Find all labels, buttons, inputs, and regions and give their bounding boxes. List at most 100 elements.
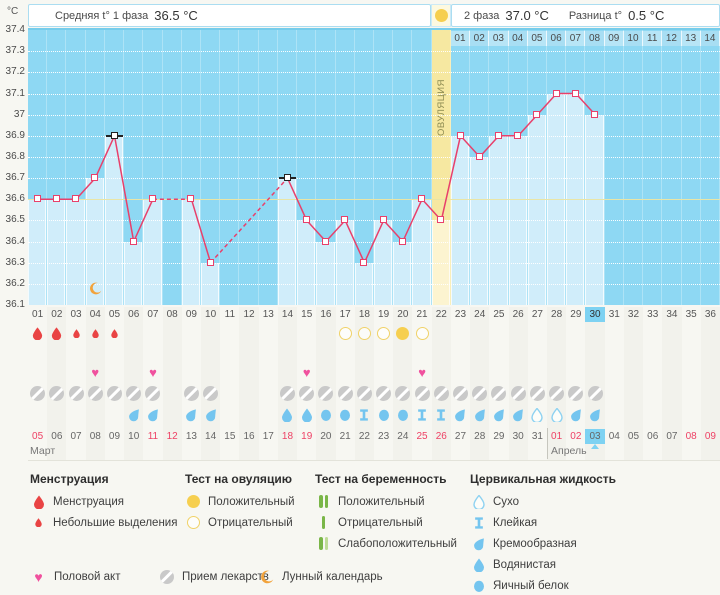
cycle-day-number[interactable]: 30	[585, 307, 605, 322]
calendar-date[interactable]: 28	[474, 431, 486, 442]
cycle-day-number[interactable]: 18	[358, 309, 370, 320]
day-column[interactable]	[28, 30, 48, 305]
day-column[interactable]	[547, 30, 567, 305]
day-column[interactable]	[143, 30, 163, 305]
cycle-day-number[interactable]: 20	[397, 309, 409, 320]
day-column[interactable]	[527, 30, 547, 305]
cycle-day-number[interactable]: 25	[493, 309, 505, 320]
calendar-date[interactable]: 13	[185, 431, 197, 442]
day-column[interactable]	[701, 30, 720, 305]
cycle-day-number[interactable]: 16	[320, 309, 332, 320]
day-column[interactable]	[297, 30, 317, 305]
cycle-day-number[interactable]: 15	[301, 309, 313, 320]
cycle-day-number[interactable]: 23	[454, 309, 467, 320]
calendar-date[interactable]: 04	[608, 431, 620, 442]
calendar-date[interactable]: 16	[243, 431, 255, 442]
day-column[interactable]	[259, 30, 278, 305]
day-column[interactable]	[181, 30, 201, 305]
calendar-date[interactable]: 05	[32, 431, 44, 442]
cycle-day-number[interactable]: 33	[647, 309, 659, 320]
day-column[interactable]	[624, 30, 644, 305]
calendar-date[interactable]: 29	[493, 431, 505, 442]
day-column[interactable]	[508, 30, 528, 305]
cycle-day-number[interactable]: 02	[51, 309, 63, 320]
calendar-date[interactable]: 14	[205, 431, 217, 442]
cycle-day-number[interactable]: 27	[531, 309, 543, 320]
cycle-day-number[interactable]: 13	[262, 309, 274, 320]
calendar-date[interactable]: 30	[512, 431, 524, 442]
cycle-day-number[interactable]: 32	[627, 309, 640, 320]
cycle-day-number[interactable]: 08	[166, 309, 178, 320]
calendar-date[interactable]: 25	[416, 431, 428, 442]
cycle-day-number[interactable]: 12	[243, 309, 255, 320]
cycle-day-number[interactable]: 34	[666, 309, 678, 320]
calendar-date[interactable]: 24	[397, 431, 409, 442]
day-column[interactable]	[316, 30, 336, 305]
calendar-date[interactable]: 15	[224, 431, 236, 442]
calendar-date[interactable]: 10	[128, 431, 140, 442]
calendar-date[interactable]: 06	[647, 431, 659, 442]
cycle-day-number[interactable]: 05	[108, 309, 121, 320]
calendar-date[interactable]: 18	[281, 431, 294, 442]
day-column[interactable]	[374, 30, 394, 305]
day-column[interactable]	[47, 30, 67, 305]
day-column[interactable]	[277, 30, 298, 305]
calendar-date[interactable]: 27	[454, 431, 467, 442]
day-column[interactable]	[85, 30, 105, 305]
calendar-date[interactable]: 07	[70, 431, 82, 442]
cycle-day-number[interactable]: 22	[435, 309, 447, 320]
cycle-day-number[interactable]: 09	[185, 309, 197, 320]
cycle-day-number[interactable]: 10	[205, 309, 217, 320]
cycle-day-number[interactable]: 06	[128, 309, 140, 320]
day-column[interactable]	[104, 30, 125, 305]
day-column[interactable]	[605, 30, 624, 305]
day-column[interactable]	[335, 30, 355, 305]
day-column[interactable]	[682, 30, 701, 305]
day-column[interactable]	[412, 30, 432, 305]
day-column[interactable]	[643, 30, 663, 305]
cycle-day-number[interactable]: 01	[32, 309, 44, 320]
calendar-date[interactable]: 03	[585, 429, 605, 444]
cycle-day-number[interactable]: 24	[474, 309, 486, 320]
day-column[interactable]	[66, 30, 86, 305]
day-column[interactable]	[566, 30, 586, 305]
calendar-date[interactable]: 23	[378, 431, 390, 442]
day-column[interactable]	[585, 30, 605, 305]
day-column[interactable]	[239, 30, 259, 305]
cycle-day-number[interactable]: 03	[70, 309, 82, 320]
cycle-day-number[interactable]: 31	[608, 309, 620, 320]
calendar-date[interactable]: 31	[531, 431, 543, 442]
calendar-date[interactable]: 20	[320, 431, 332, 442]
cycle-day-number[interactable]: 19	[378, 309, 390, 320]
calendar-date[interactable]: 05	[627, 431, 640, 442]
calendar-date[interactable]: 19	[301, 431, 313, 442]
calendar-date[interactable]: 08	[685, 431, 697, 442]
day-column[interactable]	[489, 30, 509, 305]
calendar-date[interactable]: 26	[435, 431, 447, 442]
cycle-day-number[interactable]: 04	[89, 309, 101, 320]
calendar-date[interactable]: 09	[108, 431, 121, 442]
cycle-day-number[interactable]: 36	[704, 309, 716, 320]
calendar-date[interactable]: 12	[166, 431, 178, 442]
calendar-date[interactable]: 11	[147, 431, 159, 442]
cycle-day-number[interactable]: 35	[685, 309, 697, 320]
cycle-day-number[interactable]: 17	[339, 309, 351, 320]
cycle-day-number[interactable]: 11	[224, 309, 236, 320]
day-column[interactable]	[163, 30, 182, 305]
temperature-plot-area[interactable]: ОВУЛЯЦИЯ	[28, 30, 720, 305]
cycle-day-number[interactable]: 28	[551, 309, 563, 320]
calendar-date[interactable]: 09	[704, 431, 716, 442]
day-column[interactable]	[393, 30, 413, 305]
calendar-date[interactable]: 21	[339, 431, 351, 442]
cycle-day-number[interactable]: 26	[512, 309, 524, 320]
cycle-day-number[interactable]: 29	[570, 309, 582, 320]
day-column[interactable]	[470, 30, 490, 305]
calendar-date[interactable]: 01	[551, 431, 563, 442]
cycle-day-number[interactable]: 21	[416, 309, 428, 320]
calendar-date[interactable]: 08	[89, 431, 101, 442]
cycle-day-number[interactable]: 07	[147, 309, 159, 320]
day-column[interactable]	[124, 30, 144, 305]
calendar-date[interactable]: 06	[51, 431, 63, 442]
cycle-day-number[interactable]: 14	[281, 309, 294, 320]
calendar-date[interactable]: 22	[358, 431, 370, 442]
